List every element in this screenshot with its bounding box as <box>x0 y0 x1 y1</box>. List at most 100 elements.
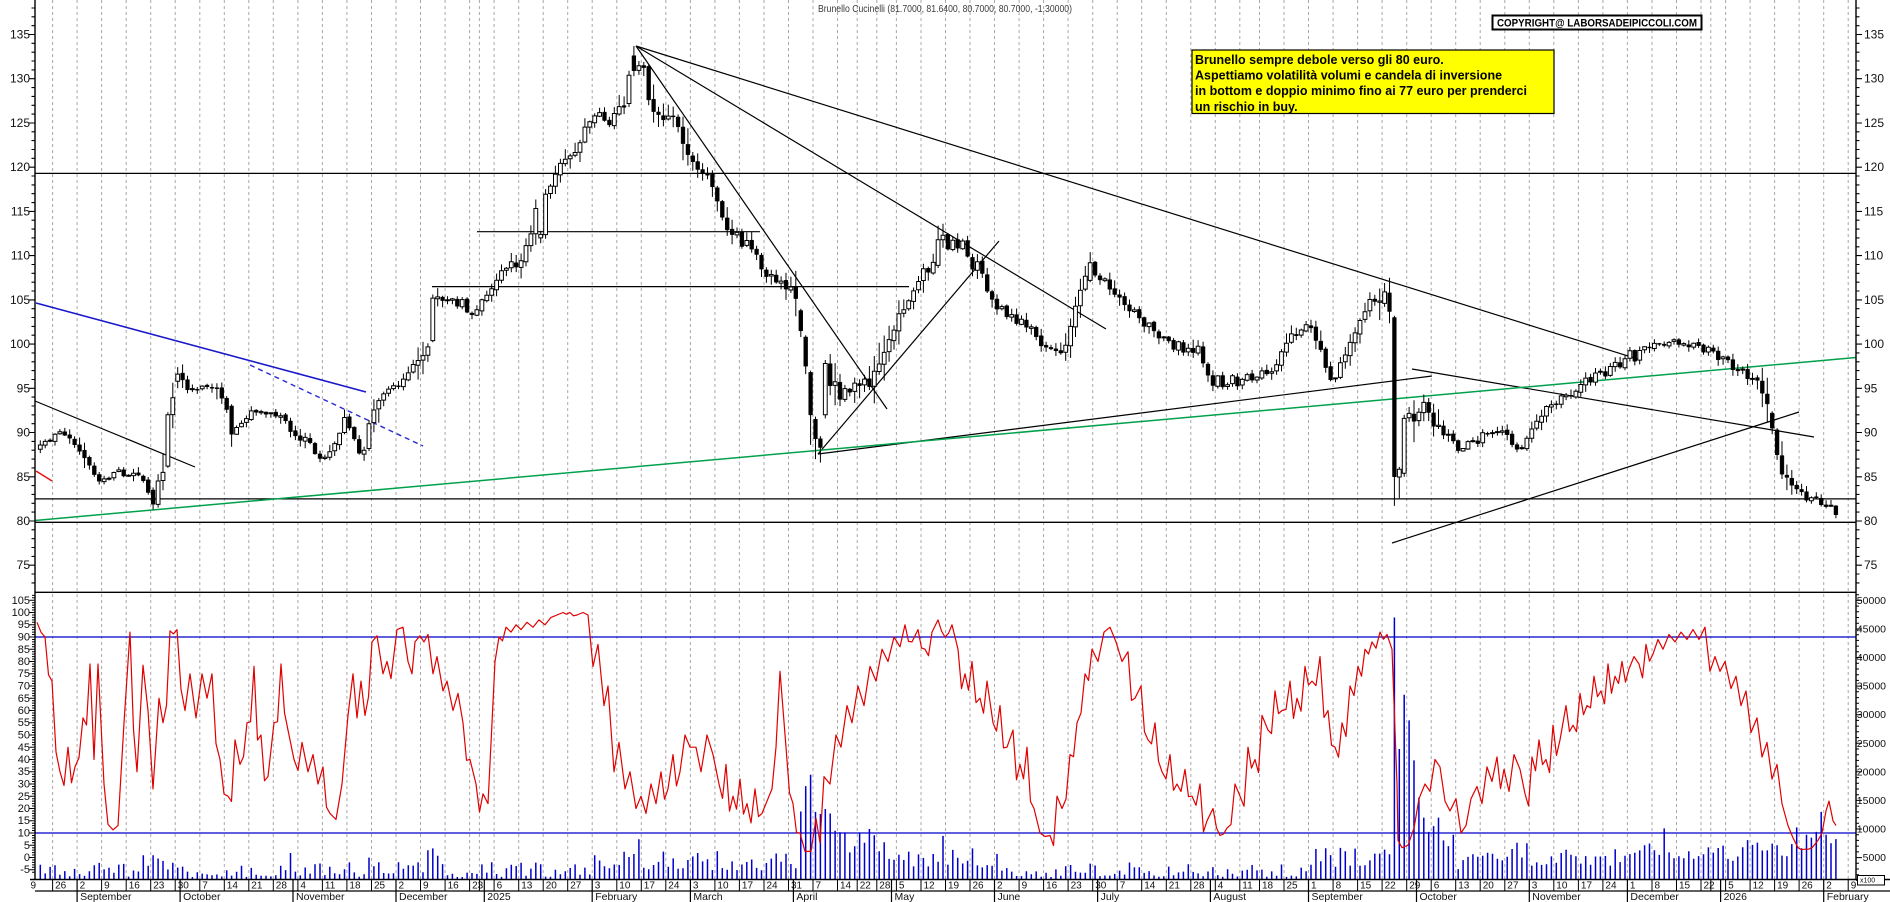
svg-text:115: 115 <box>11 204 30 218</box>
svg-text:30: 30 <box>1095 881 1107 892</box>
svg-text:5: 5 <box>24 840 30 852</box>
svg-text:5000: 5000 <box>1863 852 1887 864</box>
svg-text:25: 25 <box>374 881 386 892</box>
svg-text:13: 13 <box>1458 881 1470 892</box>
svg-text:26: 26 <box>55 881 67 892</box>
svg-text:75: 75 <box>18 668 30 680</box>
svg-text:18: 18 <box>349 881 361 892</box>
svg-text:15: 15 <box>18 815 30 827</box>
svg-text:27: 27 <box>1507 881 1519 892</box>
svg-text:40: 40 <box>18 754 30 766</box>
svg-text:30: 30 <box>178 881 190 892</box>
svg-text:65: 65 <box>18 693 30 705</box>
svg-text:125: 125 <box>1864 116 1884 130</box>
svg-text:17: 17 <box>1581 881 1593 892</box>
svg-text:18: 18 <box>1262 881 1274 892</box>
svg-text:80: 80 <box>17 514 31 528</box>
svg-text:October: October <box>183 891 221 902</box>
svg-text:September: September <box>1312 891 1364 902</box>
svg-text:16: 16 <box>129 881 141 892</box>
svg-text:July: July <box>1101 891 1120 902</box>
svg-text:December: December <box>1630 891 1679 902</box>
svg-text:80: 80 <box>1864 514 1878 528</box>
svg-text:16: 16 <box>448 881 460 892</box>
svg-text:19: 19 <box>948 881 960 892</box>
svg-text:2: 2 <box>399 881 405 892</box>
svg-text:October: October <box>1420 891 1458 902</box>
svg-text:40000: 40000 <box>1857 652 1886 664</box>
svg-text:75: 75 <box>1864 558 1878 572</box>
svg-text:20000: 20000 <box>1857 766 1886 778</box>
svg-text:2: 2 <box>80 881 86 892</box>
svg-text:COPYRIGHT@ LABORSADEIPICCOLI.C: COPYRIGHT@ LABORSADEIPICCOLI.COM <box>1497 18 1697 30</box>
svg-text:in bottom e doppio minimo fino: in bottom e doppio minimo fino ai 77 eur… <box>1195 84 1527 98</box>
svg-text:90: 90 <box>1864 426 1878 440</box>
svg-text:60: 60 <box>18 705 30 717</box>
svg-text:120: 120 <box>1864 160 1884 174</box>
svg-text:110: 110 <box>11 249 30 263</box>
svg-text:85: 85 <box>1864 470 1878 484</box>
svg-text:29: 29 <box>1409 881 1421 892</box>
svg-text:5: 5 <box>1728 881 1734 892</box>
svg-text:9: 9 <box>423 881 429 892</box>
svg-text:105: 105 <box>12 595 30 607</box>
svg-text:31: 31 <box>791 881 803 892</box>
svg-text:35000: 35000 <box>1857 681 1886 693</box>
svg-text:45000: 45000 <box>1857 624 1886 636</box>
svg-text:45: 45 <box>18 742 30 754</box>
svg-text:22: 22 <box>1704 881 1716 892</box>
svg-text:10: 10 <box>1556 881 1568 892</box>
svg-text:13: 13 <box>521 881 533 892</box>
svg-text:9: 9 <box>104 881 110 892</box>
svg-text:December: December <box>399 891 448 902</box>
svg-text:un rischio in buy.: un rischio in buy. <box>1195 100 1298 114</box>
svg-text:14: 14 <box>227 881 239 892</box>
svg-text:110: 110 <box>1864 249 1883 263</box>
svg-text:1: 1 <box>1630 881 1636 892</box>
svg-text:November: November <box>1532 891 1581 902</box>
svg-text:-5: -5 <box>20 864 30 876</box>
svg-text:25: 25 <box>18 791 30 803</box>
svg-text:80: 80 <box>18 656 30 668</box>
svg-text:15: 15 <box>1360 881 1372 892</box>
svg-text:23: 23 <box>1071 881 1083 892</box>
svg-text:105: 105 <box>1864 293 1884 307</box>
svg-text:135: 135 <box>1864 28 1884 42</box>
svg-text:50: 50 <box>18 730 30 742</box>
svg-text:2026: 2026 <box>1724 891 1748 902</box>
svg-text:9: 9 <box>1851 881 1857 892</box>
svg-text:6: 6 <box>497 881 503 892</box>
svg-text:10: 10 <box>619 881 631 892</box>
svg-text:135: 135 <box>10 28 30 42</box>
svg-text:24: 24 <box>668 881 680 892</box>
svg-text:May: May <box>895 891 916 902</box>
svg-text:17: 17 <box>742 881 754 892</box>
svg-text:4: 4 <box>300 881 306 892</box>
svg-text:100: 100 <box>12 607 30 619</box>
svg-text:March: March <box>693 891 722 902</box>
svg-text:6: 6 <box>1434 881 1440 892</box>
svg-text:8: 8 <box>1336 881 1342 892</box>
svg-text:November: November <box>296 891 345 902</box>
svg-text:90: 90 <box>18 632 30 644</box>
svg-text:26: 26 <box>973 881 985 892</box>
svg-text:14: 14 <box>1144 881 1156 892</box>
svg-text:8: 8 <box>1655 881 1661 892</box>
svg-text:10000: 10000 <box>1857 824 1886 836</box>
svg-text:28: 28 <box>879 881 891 892</box>
svg-text:11: 11 <box>325 881 336 892</box>
svg-text:30: 30 <box>18 779 30 791</box>
svg-text:7: 7 <box>816 881 822 892</box>
svg-text:17: 17 <box>644 881 656 892</box>
svg-text:95: 95 <box>18 619 30 631</box>
svg-text:28: 28 <box>1193 881 1205 892</box>
svg-text:130: 130 <box>10 72 30 86</box>
svg-text:7: 7 <box>202 881 208 892</box>
svg-text:24: 24 <box>1605 881 1617 892</box>
svg-text:April: April <box>796 891 817 902</box>
svg-text:June: June <box>998 891 1021 902</box>
svg-text:35: 35 <box>18 766 30 778</box>
svg-text:August: August <box>1213 891 1246 902</box>
svg-text:February: February <box>1827 891 1870 902</box>
svg-text:4: 4 <box>1218 881 1224 892</box>
